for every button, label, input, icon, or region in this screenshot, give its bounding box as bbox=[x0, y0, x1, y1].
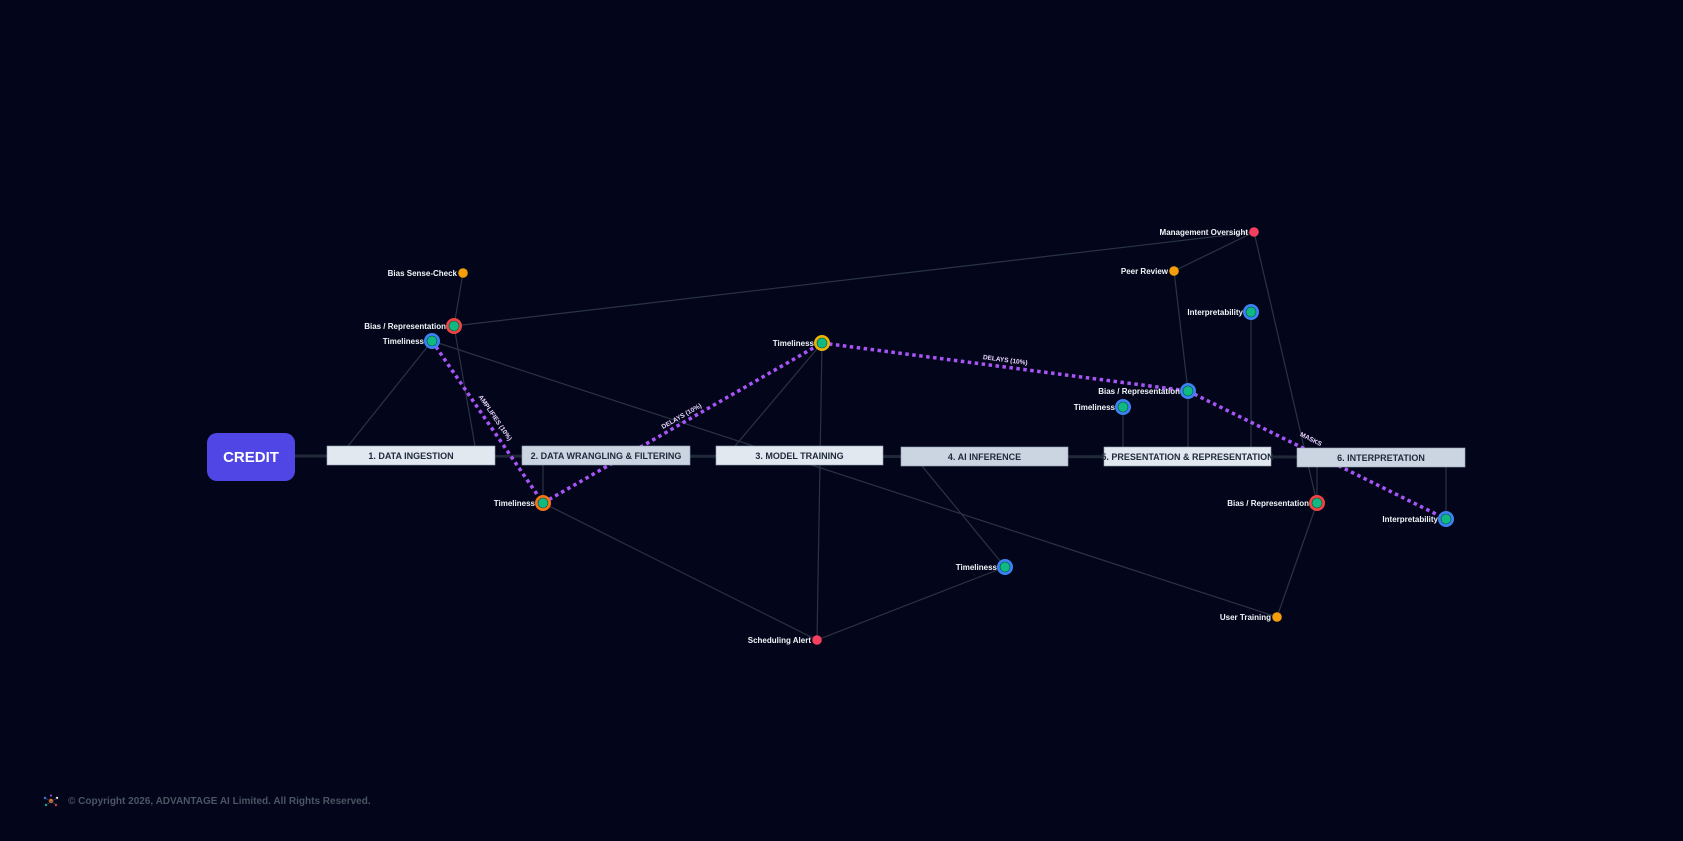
dependency-edge bbox=[921, 465, 1006, 568]
nodes-layer: Bias Sense-Check Bias / Representation Tim… bbox=[364, 227, 1454, 645]
risk-core-icon bbox=[1182, 385, 1194, 397]
stage-rect bbox=[521, 445, 691, 466]
copyright-text: © Copyright 2026, ADVANTAGE AI Limited. … bbox=[68, 795, 371, 807]
risk-node[interactable]: Bias / Representation bbox=[364, 318, 462, 334]
stage-rect bbox=[715, 445, 884, 466]
dependency-edge bbox=[734, 342, 823, 447]
edges-layer bbox=[294, 231, 1466, 641]
risk-core-icon bbox=[999, 561, 1011, 573]
node-label: Timeliness bbox=[773, 339, 815, 348]
stage-box-s1[interactable]: 1. DATA INGESTION bbox=[326, 445, 496, 466]
stage-rect bbox=[1296, 447, 1466, 468]
dependency-edge bbox=[816, 566, 1006, 641]
stage-label: 1. DATA INGESTION bbox=[368, 451, 453, 461]
node-label: Bias / Representation bbox=[1098, 387, 1180, 396]
node-label: Timeliness bbox=[1074, 403, 1116, 412]
stage-box-s5[interactable]: 5. PRESENTATION & REPRESENTATION bbox=[1101, 446, 1274, 467]
risk-node[interactable]: Bias / Representation bbox=[1227, 495, 1325, 511]
risk-core-icon bbox=[426, 335, 438, 347]
node-label: Bias / Representation bbox=[364, 322, 446, 331]
node-label: Interpretability bbox=[1187, 308, 1243, 317]
stage-rect bbox=[1103, 446, 1272, 467]
influence-edge[interactable] bbox=[542, 341, 823, 505]
control-dot-icon bbox=[812, 635, 822, 645]
risk-core-icon bbox=[1440, 513, 1452, 525]
node-label: Management Oversight bbox=[1160, 228, 1249, 237]
node-label: Interpretability bbox=[1382, 515, 1438, 524]
influence-edge[interactable] bbox=[1187, 389, 1447, 521]
stage-box-s6[interactable]: 6. INTERPRETATION bbox=[1296, 447, 1466, 468]
control-node[interactable]: Bias Sense-Check bbox=[388, 268, 468, 278]
control-dot-icon bbox=[458, 268, 468, 278]
dependency-edge bbox=[431, 340, 1278, 618]
risk-node[interactable]: Bias / Representation bbox=[1098, 383, 1196, 399]
node-label: Timeliness bbox=[383, 337, 425, 346]
risk-node[interactable]: Timeliness bbox=[956, 559, 1013, 575]
dependency-edge bbox=[816, 342, 823, 641]
root-label: CREDIT bbox=[223, 449, 279, 466]
control-node[interactable]: Peer Review bbox=[1121, 266, 1179, 276]
risk-core-icon bbox=[816, 337, 828, 349]
control-node[interactable]: Management Oversight bbox=[1160, 227, 1259, 237]
footer: © Copyright 2026, ADVANTAGE AI Limited. … bbox=[42, 794, 371, 808]
control-dot-icon bbox=[1169, 266, 1179, 276]
stage-box-s3[interactable]: 3. MODEL TRAINING bbox=[715, 445, 884, 466]
dependency-edge bbox=[1276, 502, 1318, 618]
risk-core-icon bbox=[1117, 401, 1129, 413]
node-label: Bias Sense-Check bbox=[388, 269, 458, 278]
influence-edge[interactable] bbox=[821, 341, 1189, 393]
dependency-edge bbox=[453, 272, 464, 327]
risk-core-icon bbox=[537, 497, 549, 509]
stage-box-s2[interactable]: 2. DATA WRANGLING & FILTERING bbox=[521, 445, 691, 466]
dependency-edge bbox=[1173, 231, 1255, 272]
dependency-edge bbox=[453, 325, 476, 447]
root-node[interactable] bbox=[207, 433, 295, 481]
dependency-edge bbox=[347, 340, 433, 447]
node-label: Bias / Representation bbox=[1227, 499, 1309, 508]
control-dot-icon bbox=[1272, 612, 1282, 622]
advantage-logo-icon bbox=[43, 794, 59, 807]
risk-node[interactable]: Interpretability bbox=[1382, 511, 1454, 527]
dependency-edge bbox=[1173, 270, 1189, 392]
stage-box-s4[interactable]: 4. AI INFERENCE bbox=[900, 446, 1069, 467]
risk-node[interactable]: Timeliness bbox=[494, 495, 551, 511]
stage-label: 3. MODEL TRAINING bbox=[755, 451, 843, 461]
node-label: Scheduling Alert bbox=[748, 636, 812, 645]
stages-layer: CREDIT 1. DATA INGESTION 2. DATA WRANGLIN… bbox=[207, 433, 1466, 481]
control-node[interactable]: User Training bbox=[1220, 612, 1282, 622]
dependency-edge bbox=[453, 231, 1255, 327]
stage-rect bbox=[900, 446, 1069, 467]
risk-core-icon bbox=[1311, 497, 1323, 509]
risk-core-icon bbox=[1245, 306, 1257, 318]
risk-core-icon bbox=[448, 320, 460, 332]
node-label: Timeliness bbox=[494, 499, 536, 508]
dependency-edge bbox=[542, 502, 818, 641]
influence-edge[interactable] bbox=[430, 340, 545, 504]
node-label: User Training bbox=[1220, 613, 1271, 622]
influence-layer: AMPLIFIES (10%) DELAYS (10%)DELAYS (10%)M… bbox=[430, 340, 1447, 521]
stage-label: 5. PRESENTATION & REPRESENTATION bbox=[1101, 452, 1273, 462]
risk-node[interactable]: Timeliness bbox=[1074, 399, 1131, 415]
control-node[interactable]: Scheduling Alert bbox=[748, 635, 822, 645]
risk-node[interactable]: Timeliness bbox=[383, 333, 440, 349]
stage-rect bbox=[326, 445, 496, 466]
stage-label: 6. INTERPRETATION bbox=[1337, 453, 1425, 463]
stage-label: 2. DATA WRANGLING & FILTERING bbox=[531, 451, 682, 461]
node-label: Timeliness bbox=[956, 563, 998, 572]
node-label: Peer Review bbox=[1121, 267, 1169, 276]
control-dot-icon bbox=[1249, 227, 1259, 237]
risk-node[interactable]: Interpretability bbox=[1187, 304, 1259, 320]
stage-label: 4. AI INFERENCE bbox=[948, 452, 1021, 462]
risk-node[interactable]: Timeliness bbox=[773, 335, 830, 351]
